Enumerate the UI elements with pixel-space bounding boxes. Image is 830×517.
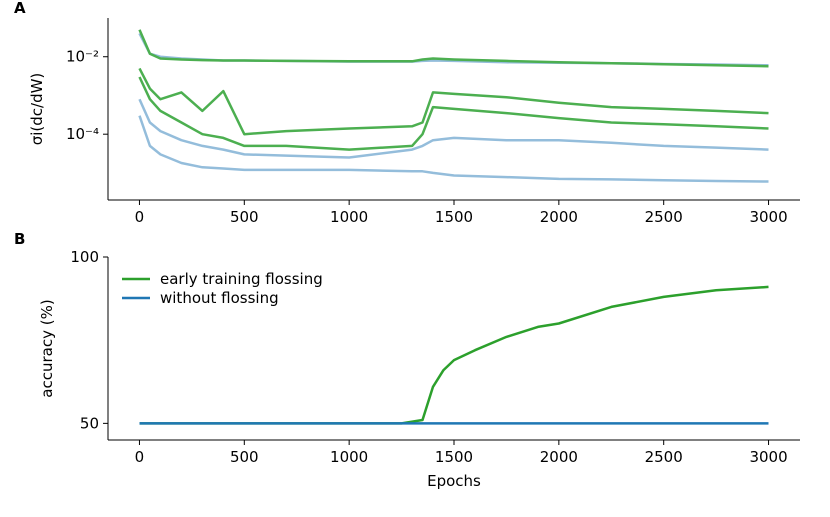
- x-tick-label: 500: [230, 208, 259, 226]
- series-line: [138, 67, 769, 136]
- x-tick-label: 2000: [540, 208, 578, 226]
- x-tick-label: 1500: [435, 208, 473, 226]
- y-axis-label: σi(dc/dW): [28, 73, 46, 146]
- y-axis-label: accuracy (%): [38, 299, 56, 397]
- series-line: [138, 29, 769, 68]
- x-axis-label: Epochs: [427, 472, 481, 490]
- series-line: [138, 115, 769, 183]
- x-tick-label: 2500: [645, 208, 683, 226]
- legend-label: without flossing: [160, 289, 279, 307]
- x-tick-label: 3000: [749, 208, 787, 226]
- y-tick-label: 50: [80, 414, 99, 432]
- x-tick-label: 1000: [330, 208, 368, 226]
- x-tick-label: 0: [135, 208, 145, 226]
- y-tick-label: 10⁻²: [66, 48, 99, 66]
- panel-label: A: [14, 0, 26, 17]
- y-tick-label: 100: [70, 248, 99, 266]
- x-tick-label: 0: [135, 448, 145, 466]
- x-tick-label: 2500: [645, 448, 683, 466]
- series-line: [138, 98, 769, 159]
- x-tick-label: 500: [230, 448, 259, 466]
- x-tick-label: 3000: [749, 448, 787, 466]
- x-tick-label: 1000: [330, 448, 368, 466]
- y-tick-label: 10⁻⁴: [66, 125, 99, 143]
- legend-label: early training flossing: [160, 270, 323, 288]
- panel-label: B: [14, 230, 25, 248]
- series-line: [139, 285, 769, 425]
- x-tick-label: 2000: [540, 448, 578, 466]
- series-line: [138, 76, 769, 151]
- x-tick-label: 1500: [435, 448, 473, 466]
